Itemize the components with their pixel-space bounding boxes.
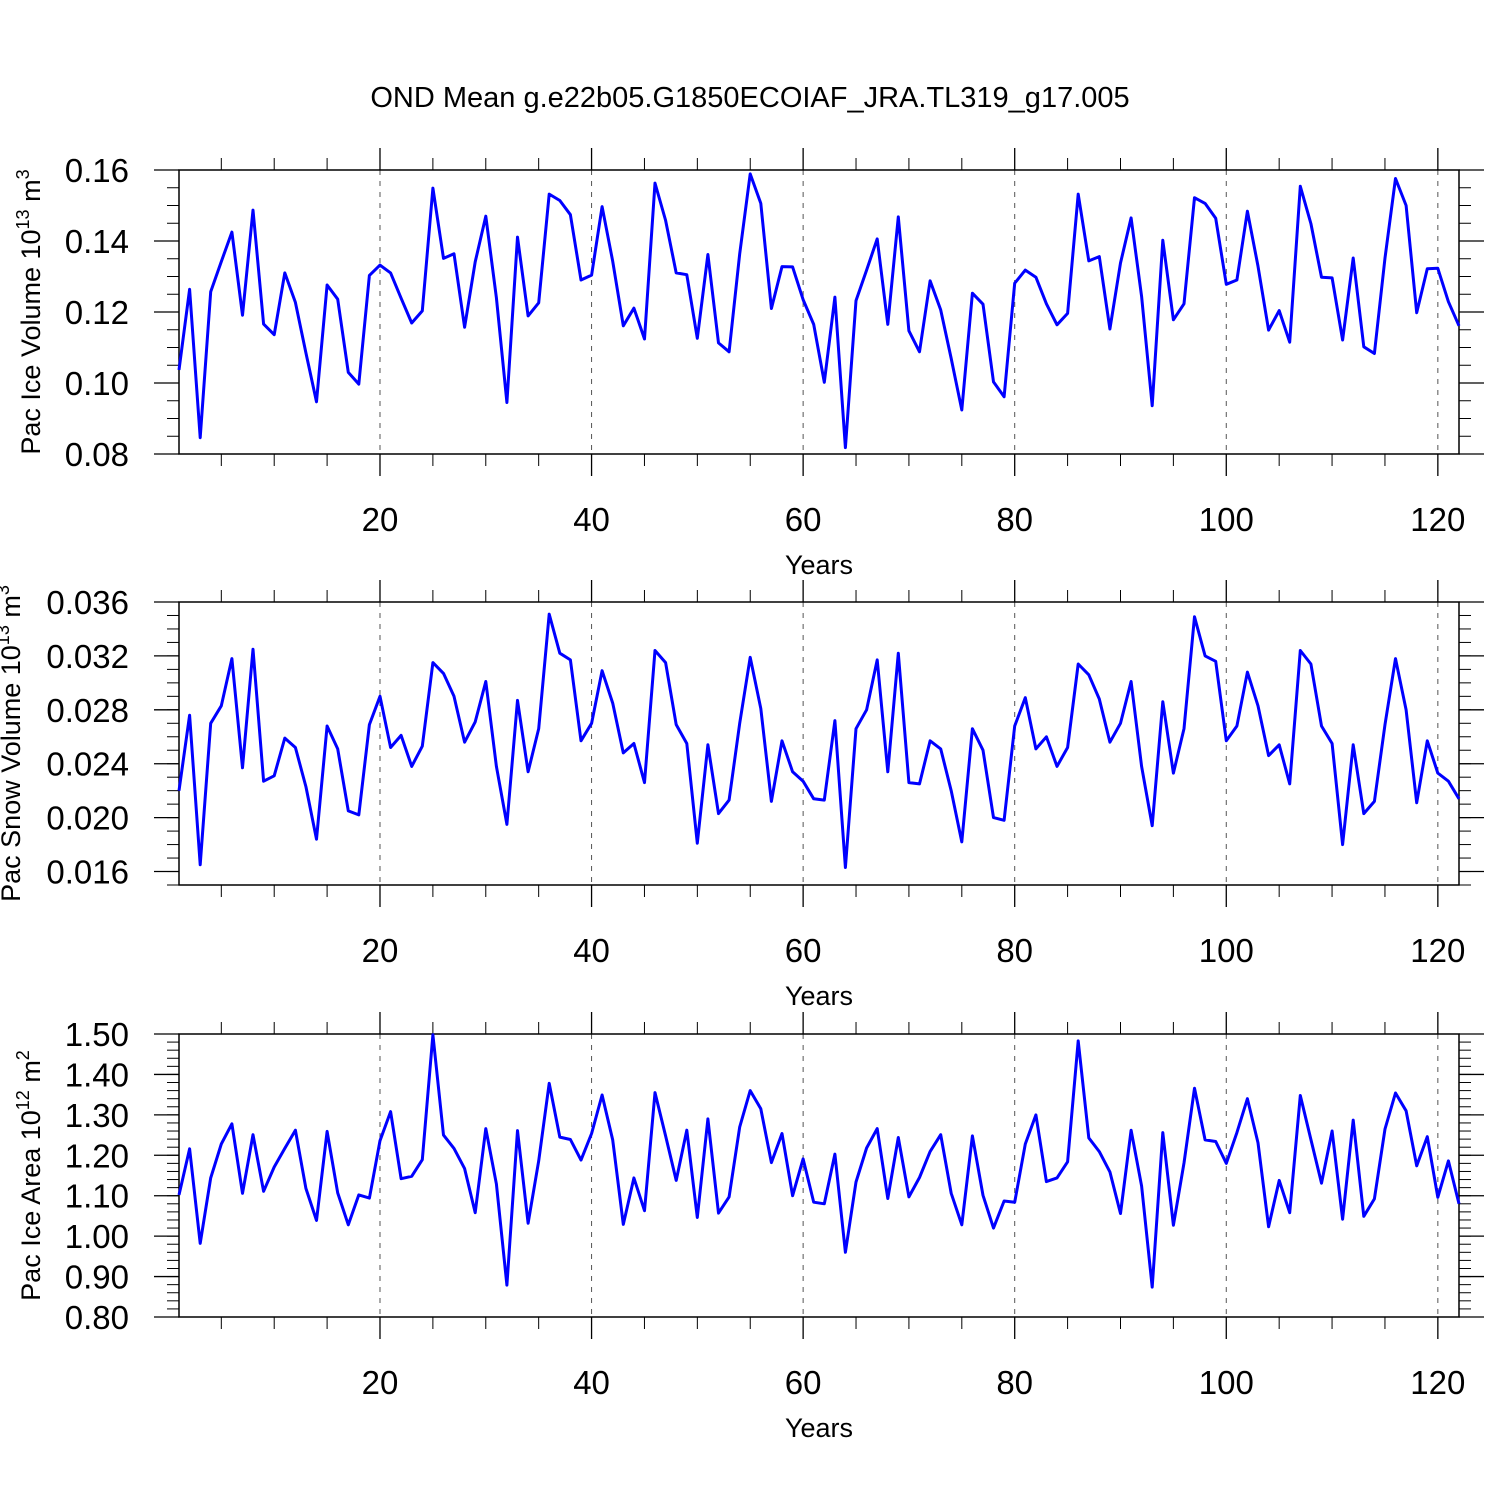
y-axis-label: Pac Ice Volume 1013 m3	[13, 169, 46, 454]
y-axis-label: Pac Snow Volume 1013 m3	[0, 585, 26, 902]
y-axis-label-unit: m	[16, 179, 46, 209]
x-tick-label: 100	[1199, 1364, 1254, 1401]
x-axis-label: Years	[785, 1413, 853, 1443]
x-tick-label: 40	[573, 1364, 610, 1401]
y-axis-label-exponent: 13	[13, 209, 33, 229]
x-gridlines	[379, 1034, 1439, 1317]
y-tick-label: 0.90	[65, 1259, 129, 1296]
y-tick-label: 0.032	[46, 638, 129, 675]
x-tick-label: 60	[785, 501, 822, 538]
y-axis-label-main: Pac Ice Volume 10	[16, 229, 46, 454]
tick-marks	[154, 148, 1484, 476]
y-tick-label: 1.10	[65, 1178, 129, 1215]
y-axis-label-exponent: 13	[0, 625, 13, 645]
y-tick-label: 0.028	[46, 692, 129, 729]
y-tick-labels: 0.08 0.10 0.12 0.14 0.16	[65, 152, 129, 473]
plot-frame	[178, 169, 1460, 455]
y-tick-labels: 0.800.90 1.001.10 1.201.30 1.401.50	[65, 1016, 129, 1336]
x-tick-label: 120	[1410, 1364, 1465, 1401]
y-tick-label: 0.08	[65, 436, 129, 473]
y-tick-label: 0.024	[46, 746, 129, 783]
y-tick-label: 0.10	[65, 365, 129, 402]
x-tick-label: 100	[1199, 932, 1254, 969]
panel-ice-area: 20 40 60 80 100 120 0.800.90 1.001.10 1.201.30 1…	[13, 1012, 1484, 1443]
x-tick-label: 60	[785, 1364, 822, 1401]
y-axis-label-unit: m	[16, 1060, 46, 1090]
x-tick-label: 20	[362, 1364, 399, 1401]
y-axis-label-unit-exponent: 3	[13, 169, 33, 179]
chart-title: OND Mean g.e22b05.G1850ECOIAF_JRA.TL319_…	[370, 82, 1129, 114]
x-tick-label: 20	[362, 932, 399, 969]
x-tick-labels: 20 40 60 80 100 120	[362, 932, 1466, 969]
y-tick-labels: 0.016 0.020 0.024 0.028 0.032 0.036	[46, 584, 129, 891]
tick-marks	[154, 580, 1484, 907]
y-tick-label: 0.016	[46, 854, 129, 891]
y-tick-label: 0.036	[46, 584, 129, 621]
x-tick-label: 80	[996, 501, 1033, 538]
y-axis-label-main: Pac Snow Volume 10	[0, 645, 26, 902]
x-tick-labels: 20 40 60 80 100 120	[362, 1364, 1466, 1401]
panel-snow-volume: 20 40 60 80 100 120 0.016 0.020 0.024 0.028 0.032…	[0, 580, 1484, 1011]
plot-frame	[178, 601, 1460, 886]
y-tick-label: 1.20	[65, 1137, 129, 1174]
y-axis-label-main: Pac Ice Area 10	[16, 1110, 46, 1301]
y-axis-label-unit-exponent: 3	[0, 585, 13, 595]
y-tick-label: 1.00	[65, 1218, 129, 1255]
ice-volume-series-line	[177, 172, 1461, 450]
x-tick-label: 40	[573, 932, 610, 969]
y-axis-label-unit-exponent: 2	[13, 1050, 33, 1060]
y-tick-label: 0.80	[65, 1299, 129, 1336]
y-tick-label: 0.020	[46, 800, 129, 837]
y-tick-label: 1.40	[65, 1056, 129, 1093]
y-axis-label: Pac Ice Area 1012 m2	[13, 1050, 46, 1301]
y-tick-label: 1.30	[65, 1097, 129, 1134]
plot-frame	[178, 1033, 1460, 1318]
x-tick-label: 20	[362, 501, 399, 538]
x-axis-label: Years	[785, 550, 853, 580]
y-tick-label: 0.12	[65, 294, 129, 331]
x-tick-label: 60	[785, 932, 822, 969]
x-tick-label: 120	[1410, 501, 1465, 538]
x-gridlines	[379, 170, 1439, 454]
x-tick-labels: 20 40 60 80 100 120	[362, 501, 1466, 538]
x-tick-label: 100	[1199, 501, 1254, 538]
x-tick-label: 80	[996, 932, 1033, 969]
x-axis-label: Years	[785, 981, 853, 1011]
y-tick-label: 0.16	[65, 152, 129, 189]
x-tick-label: 40	[573, 501, 610, 538]
y-axis-label-unit: m	[0, 595, 26, 625]
y-tick-label: 1.50	[65, 1016, 129, 1053]
panel-ice-volume: 20 40 60 80 100 120 0.08 0.10 0.12 0.14 0.16 Year…	[13, 148, 1484, 580]
y-axis-label-exponent: 12	[13, 1090, 33, 1110]
x-tick-label: 120	[1410, 932, 1465, 969]
ice-area-series-line	[177, 1033, 1461, 1289]
y-tick-label: 0.14	[65, 223, 129, 260]
x-gridlines	[379, 602, 1439, 885]
x-tick-label: 80	[996, 1364, 1033, 1401]
snow-volume-series-line	[177, 612, 1461, 869]
tick-marks	[154, 1012, 1484, 1339]
